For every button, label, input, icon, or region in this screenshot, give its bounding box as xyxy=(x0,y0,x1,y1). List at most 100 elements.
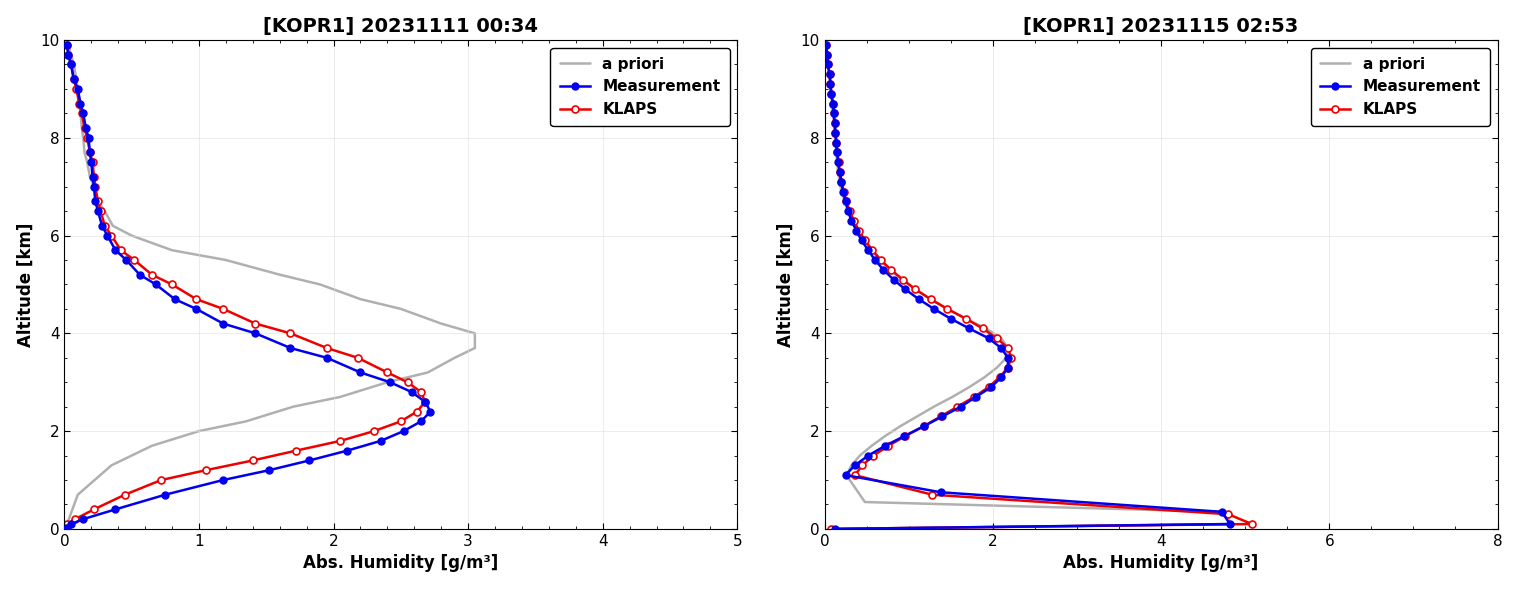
a priori xyxy=(817,41,835,48)
Measurement xyxy=(829,158,848,166)
Measurement xyxy=(1000,364,1018,371)
Measurement xyxy=(381,379,399,386)
Measurement xyxy=(866,256,884,263)
a priori xyxy=(855,237,873,244)
KLAPS xyxy=(948,403,966,410)
Measurement xyxy=(106,506,125,513)
a priori xyxy=(90,198,108,205)
a priori xyxy=(825,130,843,137)
a priori xyxy=(62,51,81,58)
Measurement xyxy=(412,418,430,425)
Line: KLAPS: KLAPS xyxy=(61,41,428,531)
Measurement xyxy=(58,41,76,48)
a priori xyxy=(820,71,838,78)
KLAPS xyxy=(412,389,430,396)
KLAPS xyxy=(84,158,102,166)
a priori xyxy=(68,491,87,498)
Measurement xyxy=(992,345,1010,352)
a priori xyxy=(943,393,962,401)
Title: [KOPR1] 20231115 02:53: [KOPR1] 20231115 02:53 xyxy=(1024,16,1299,36)
Measurement xyxy=(147,281,166,288)
KLAPS xyxy=(73,110,91,117)
KLAPS xyxy=(828,149,846,156)
KLAPS xyxy=(846,472,864,479)
KLAPS xyxy=(378,369,396,376)
KLAPS xyxy=(819,61,837,68)
KLAPS xyxy=(851,227,869,234)
Measurement xyxy=(843,217,861,224)
Measurement xyxy=(131,271,149,278)
Measurement xyxy=(960,325,978,332)
a priori xyxy=(977,325,995,332)
KLAPS xyxy=(87,183,105,190)
KLAPS xyxy=(826,130,845,137)
a priori xyxy=(992,335,1010,342)
KLAPS xyxy=(331,438,349,445)
Measurement xyxy=(828,149,846,156)
KLAPS xyxy=(828,139,846,146)
KLAPS xyxy=(822,525,840,532)
a priori xyxy=(817,51,835,58)
Title: [KOPR1] 20231111 00:34: [KOPR1] 20231111 00:34 xyxy=(263,16,538,36)
Measurement xyxy=(825,110,843,117)
KLAPS xyxy=(58,41,76,48)
a priori xyxy=(855,498,873,505)
a priori xyxy=(870,256,889,263)
a priori xyxy=(845,217,863,224)
KLAPS xyxy=(922,296,940,303)
a priori xyxy=(59,41,77,48)
a priori xyxy=(863,247,881,254)
Measurement xyxy=(828,139,846,146)
a priori xyxy=(881,266,899,273)
a priori xyxy=(823,525,842,532)
Measurement xyxy=(832,178,851,186)
Measurement xyxy=(156,491,175,498)
KLAPS xyxy=(91,207,109,214)
KLAPS xyxy=(835,188,854,195)
Measurement xyxy=(214,477,232,484)
Measurement xyxy=(85,183,103,190)
Measurement xyxy=(875,266,893,273)
KLAPS xyxy=(59,51,77,58)
Measurement xyxy=(117,256,135,263)
a priori xyxy=(85,183,103,190)
a priori xyxy=(237,418,255,425)
a priori xyxy=(73,124,91,131)
KLAPS xyxy=(187,296,205,303)
a priori xyxy=(351,296,369,303)
KLAPS xyxy=(214,305,232,312)
a priori xyxy=(270,271,289,278)
a priori xyxy=(996,354,1015,361)
Measurement xyxy=(214,320,232,327)
KLAPS xyxy=(96,222,114,229)
a priori xyxy=(828,149,846,156)
KLAPS xyxy=(196,466,214,474)
KLAPS xyxy=(980,383,998,391)
KLAPS xyxy=(58,521,76,528)
Y-axis label: Altitude [km]: Altitude [km] xyxy=(776,222,794,347)
Measurement xyxy=(825,120,843,127)
Line: KLAPS: KLAPS xyxy=(823,41,1255,532)
a priori xyxy=(876,432,895,439)
a priori xyxy=(907,286,925,293)
Measurement xyxy=(71,100,90,107)
a priori xyxy=(445,354,463,361)
a priori xyxy=(1223,521,1241,528)
KLAPS xyxy=(115,491,134,498)
KLAPS xyxy=(90,198,108,205)
KLAPS xyxy=(832,178,851,186)
KLAPS xyxy=(817,41,835,48)
KLAPS xyxy=(1000,345,1018,352)
Measurement xyxy=(77,124,96,131)
Measurement xyxy=(93,222,111,229)
KLAPS xyxy=(855,237,873,244)
a priori xyxy=(831,178,849,186)
Legend: a priori, Measurement, KLAPS: a priori, Measurement, KLAPS xyxy=(1311,48,1490,126)
a priori xyxy=(96,207,114,214)
a priori xyxy=(74,134,93,141)
Measurement xyxy=(860,247,878,254)
a priori xyxy=(58,521,76,528)
KLAPS xyxy=(990,374,1009,381)
a priori xyxy=(77,158,96,166)
a priori xyxy=(939,305,957,312)
